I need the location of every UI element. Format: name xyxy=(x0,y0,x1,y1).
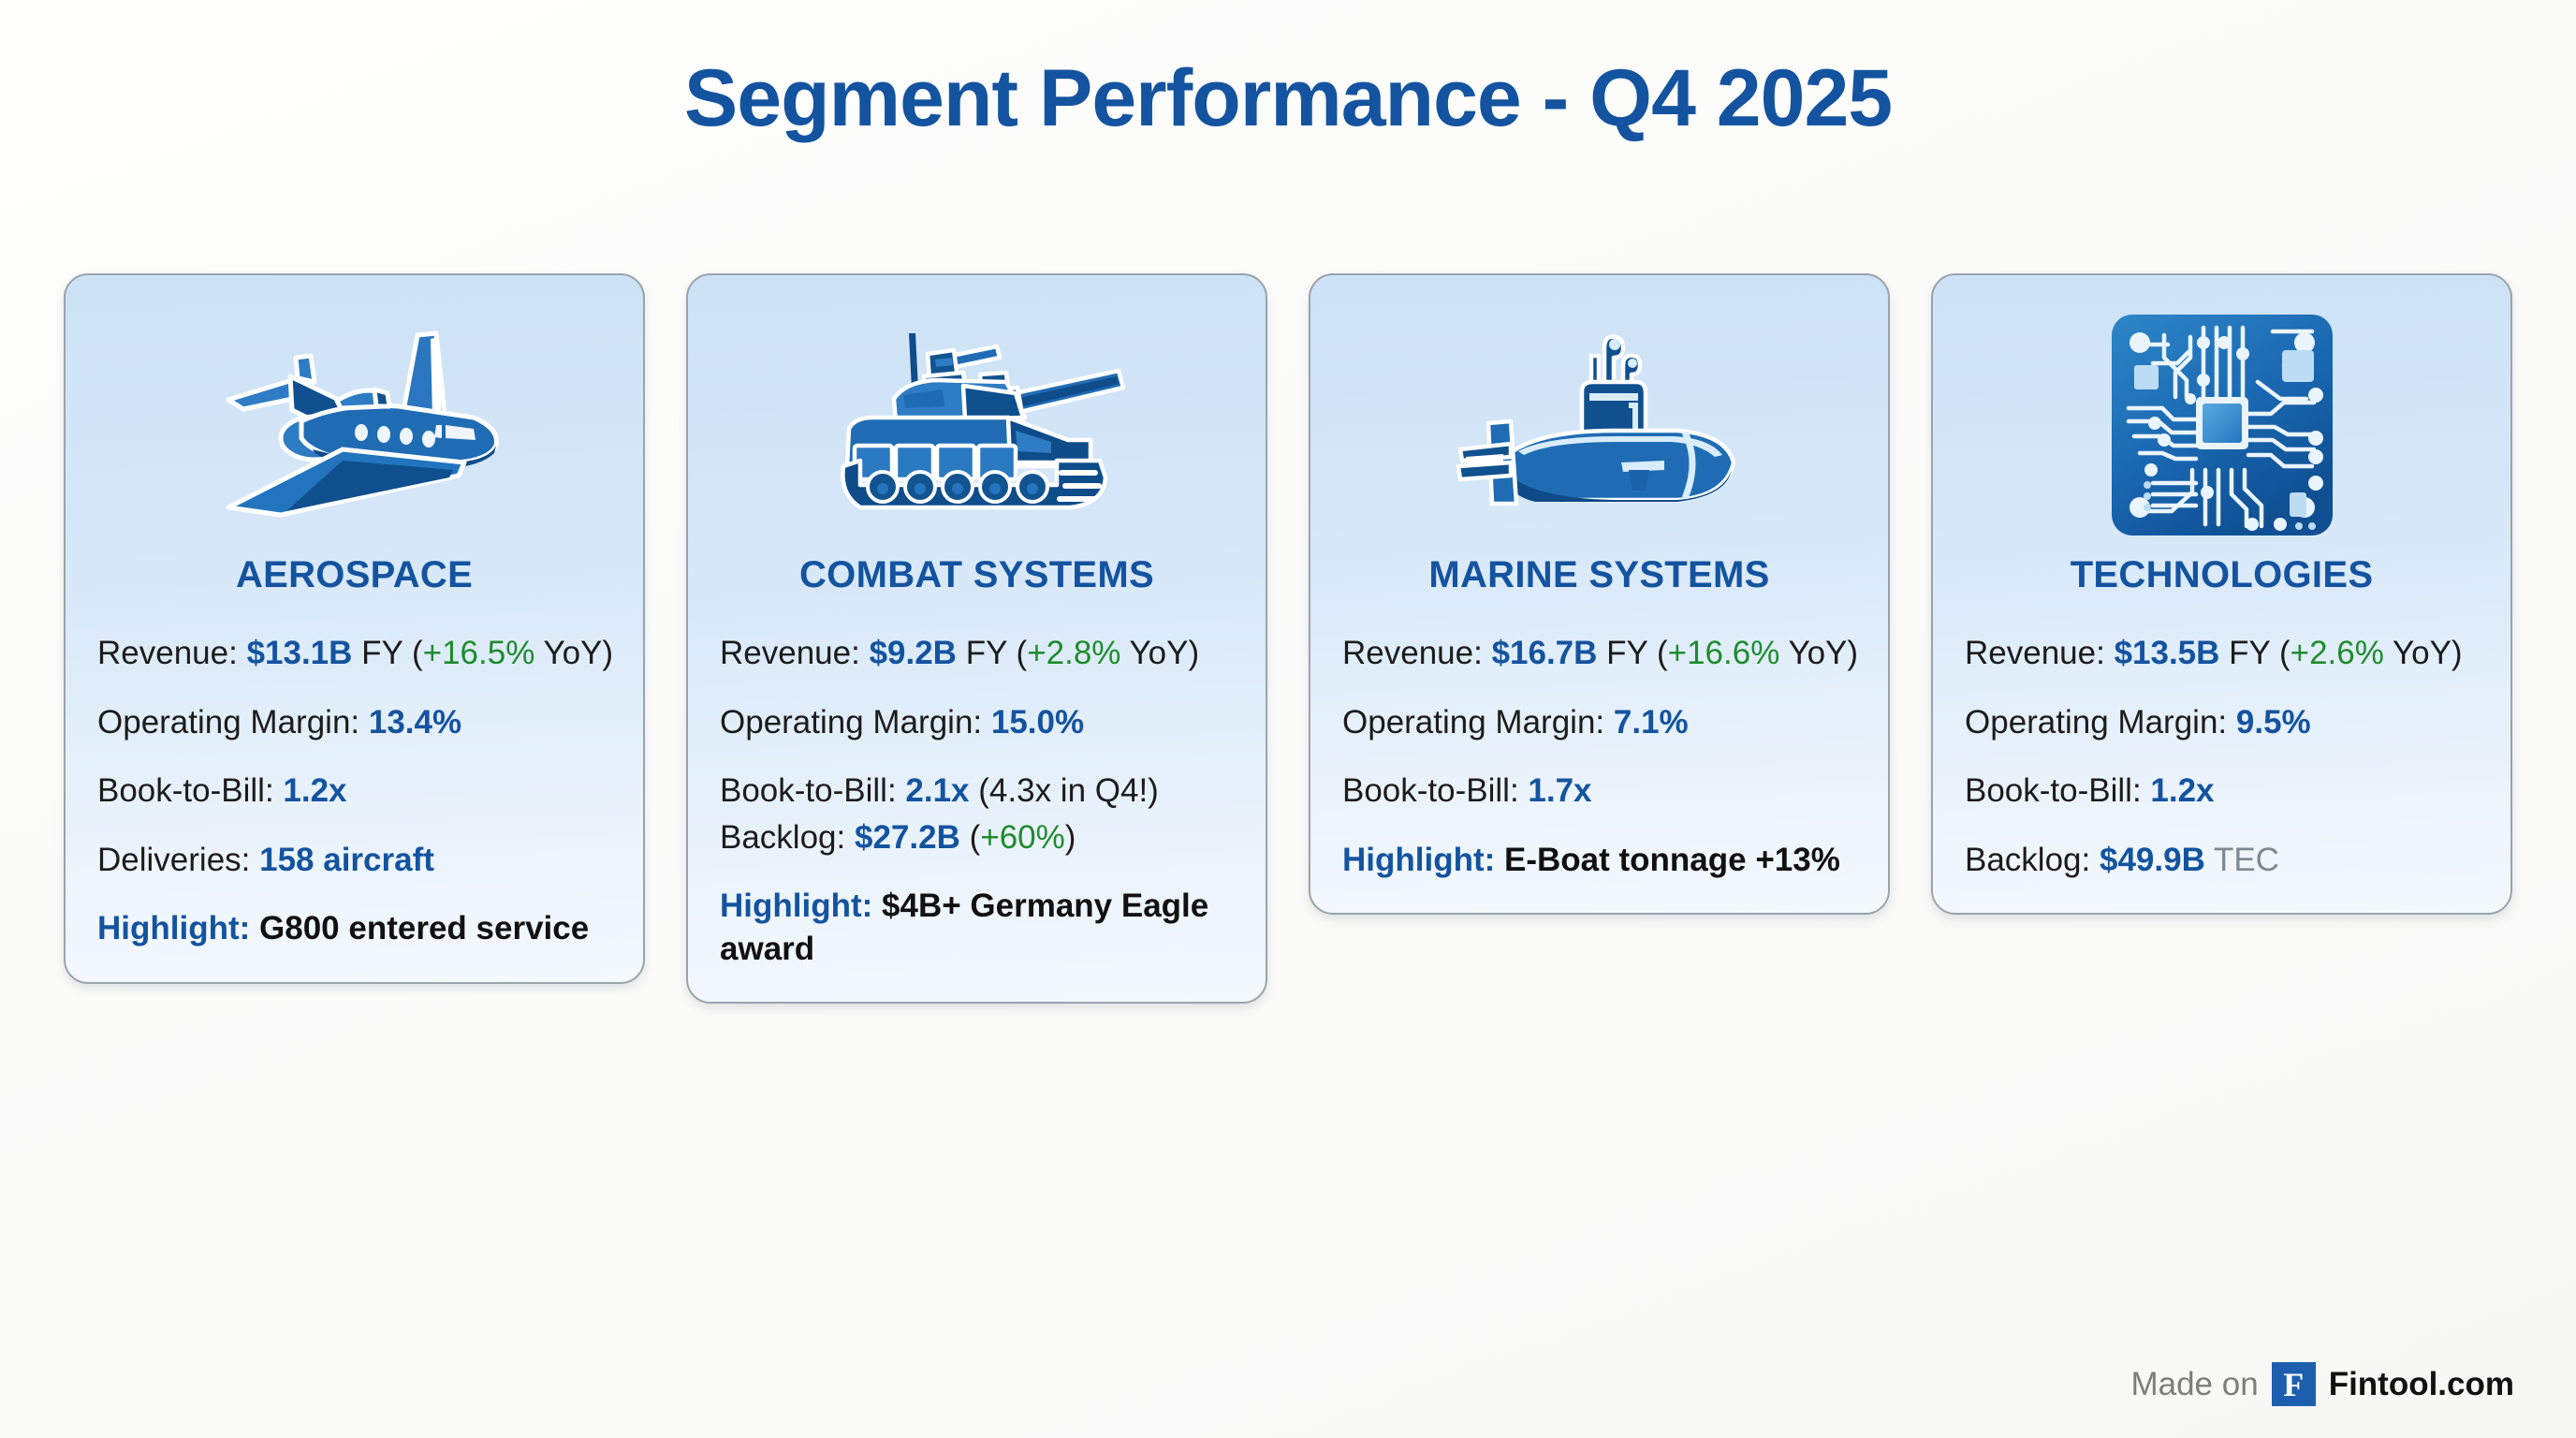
stat-value: 15.0% xyxy=(990,703,1085,741)
yoy-tail: ) xyxy=(1064,818,1076,856)
stat-value: $16.7B xyxy=(1491,635,1598,671)
segment-card-combat-systems[interactable]: COMBAT SYSTEMS Revenue: $9.2B FY (+2.8% … xyxy=(686,273,1267,1004)
stat-value: 1.2x xyxy=(283,772,347,809)
stat-label: Operating Margin: xyxy=(720,703,983,741)
yoy-value: +2.6% xyxy=(2290,635,2384,671)
stat-label: Deliveries: xyxy=(97,841,251,878)
stat-book-to-bill: Book-to-Bill: 1.2x xyxy=(97,770,617,813)
highlight-label: Highlight: xyxy=(97,910,251,946)
stat-label: Revenue: xyxy=(1342,635,1483,671)
yoy-open: ( xyxy=(412,635,423,671)
segment-card-marine-systems[interactable]: MARINE SYSTEMS Revenue: $16.7B FY (+16.6… xyxy=(1309,273,1890,915)
stat-revenue: Revenue: $9.2B FY (+2.8% YoY) xyxy=(720,632,1239,675)
yoy-open: ( xyxy=(1657,635,1668,671)
battle-tank-icon xyxy=(714,300,1239,550)
stat-highlight: Highlight: $4B+ Germany Eagle award xyxy=(720,885,1239,970)
stat-highlight: Highlight: E-Boat tonnage +13% xyxy=(1342,839,1862,882)
footer-brand-name: Fintool.com xyxy=(2328,1365,2514,1402)
stat-operating-margin: Operating Margin: 15.0% xyxy=(720,701,1239,744)
stat-revenue: Revenue: $16.7B FY (+16.6% YoY) xyxy=(1342,632,1862,675)
stat-value: $9.2B xyxy=(869,635,957,671)
stat-suffix: FY xyxy=(1606,635,1648,671)
stat-label: Backlog: xyxy=(720,818,846,856)
stat-label: Operating Margin: xyxy=(1965,703,2228,741)
card-heading: AEROSPACE xyxy=(235,554,474,595)
fintool-logo-icon: F xyxy=(2271,1362,2316,1406)
stat-label: Book-to-Bill: xyxy=(720,772,897,809)
stat-value: 1.2x xyxy=(2150,772,2215,809)
stat-backlog: Backlog: $27.2B (+60%) xyxy=(720,816,1239,859)
card-body: Revenue: $13.5B FY (+2.6% YoY) Operating… xyxy=(1959,632,2484,881)
stat-operating-margin: Operating Margin: 9.5% xyxy=(1965,701,2484,744)
stat-label: Operating Margin: xyxy=(1342,703,1605,741)
yoy-tail: YoY) xyxy=(1129,635,1200,671)
card-body: Revenue: $16.7B FY (+16.6% YoY) Operatin… xyxy=(1337,632,1862,881)
highlight-text: E-Boat tonnage +13% xyxy=(1504,841,1840,878)
card-heading: COMBAT SYSTEMS xyxy=(798,554,1155,595)
yoy-tail: YoY) xyxy=(543,635,614,671)
segment-card-aerospace[interactable]: AEROSPACE Revenue: $13.1B FY (+16.5% YoY… xyxy=(64,273,645,984)
highlight-label: Highlight: xyxy=(1342,841,1496,878)
stat-value: 7.1% xyxy=(1613,703,1689,741)
yoy-tail: YoY) xyxy=(2392,635,2463,671)
stat-revenue: Revenue: $13.1B FY (+16.5% YoY) xyxy=(97,632,617,675)
yoy-open: ( xyxy=(2279,635,2291,671)
stat-label: Backlog: xyxy=(1965,841,2091,878)
yoy-value: +60% xyxy=(980,818,1065,856)
stat-label: Book-to-Bill: xyxy=(1965,772,2142,809)
stat-suffix: FY xyxy=(361,635,403,671)
stat-value: 9.5% xyxy=(2235,703,2311,741)
card-heading: MARINE SYSTEMS xyxy=(1428,554,1770,595)
segment-card-grid: AEROSPACE Revenue: $13.1B FY (+16.5% YoY… xyxy=(64,273,2512,1004)
yoy-value: +16.6% xyxy=(1667,635,1780,671)
business-jet-icon xyxy=(92,300,617,550)
stat-label: Book-to-Bill: xyxy=(1342,772,1519,809)
stat-highlight: Highlight: G800 entered service xyxy=(97,907,617,950)
stat-muted-suffix: TEC xyxy=(2213,841,2279,878)
submarine-icon xyxy=(1337,300,1862,550)
stat-value: $49.9B xyxy=(2099,841,2205,878)
stat-note: (4.3x in Q4!) xyxy=(978,772,1159,809)
stat-book-to-bill: Book-to-Bill: 1.2x xyxy=(1965,770,2484,813)
yoy-open: ( xyxy=(969,818,981,856)
stat-value: 2.1x xyxy=(905,772,970,809)
stat-label: Revenue: xyxy=(1965,635,2105,671)
stat-suffix: FY xyxy=(2229,635,2271,671)
stat-label: Revenue: xyxy=(720,635,860,671)
page-title: Segment Performance - Q4 2025 xyxy=(683,53,1893,143)
stat-deliveries: Deliveries: 158 aircraft xyxy=(97,839,617,882)
stat-backlog: Backlog: $49.9B TEC xyxy=(1965,839,2484,882)
yoy-value: +16.5% xyxy=(422,635,535,671)
stat-operating-margin: Operating Margin: 7.1% xyxy=(1342,701,1862,744)
highlight-text: $4B+ Germany Eagle award xyxy=(720,888,1209,967)
footer-attribution[interactable]: Made on F Fintool.com xyxy=(2130,1362,2514,1406)
stat-value: $13.1B xyxy=(246,635,353,671)
yoy-open: ( xyxy=(1016,635,1028,671)
yoy-value: +2.8% xyxy=(1027,635,1121,671)
stat-operating-margin: Operating Margin: 13.4% xyxy=(97,701,617,744)
stat-label: Book-to-Bill: xyxy=(97,772,274,809)
footer-made-on-label: Made on xyxy=(2130,1365,2259,1402)
highlight-label: Highlight: xyxy=(720,888,873,924)
stat-suffix: FY xyxy=(965,635,1007,671)
stat-value: 13.4% xyxy=(368,703,462,741)
stat-value: 158 aircraft xyxy=(259,841,434,878)
card-heading: TECHNOLOGIES xyxy=(2070,554,2374,595)
stat-label: Revenue: xyxy=(97,635,238,671)
stat-book-to-bill: Book-to-Bill: 1.7x xyxy=(1342,770,1862,813)
card-body: Revenue: $13.1B FY (+16.5% YoY) Operatin… xyxy=(92,632,617,950)
highlight-text: G800 entered service xyxy=(259,910,590,946)
stat-value: $13.5B xyxy=(2114,635,2220,671)
stat-label: Operating Margin: xyxy=(97,703,360,741)
stat-value: 1.7x xyxy=(1528,772,1592,809)
circuit-board-icon xyxy=(1959,300,2484,550)
stat-book-to-bill: Book-to-Bill: 2.1x (4.3x in Q4!) xyxy=(720,770,1239,813)
yoy-tail: YoY) xyxy=(1788,635,1859,671)
card-body: Revenue: $9.2B FY (+2.8% YoY) Operating … xyxy=(714,632,1239,970)
segment-card-technologies[interactable]: TECHNOLOGIES Revenue: $13.5B FY (+2.6% Y… xyxy=(1931,273,2512,915)
stat-revenue: Revenue: $13.5B FY (+2.6% YoY) xyxy=(1965,632,2484,675)
stat-value: $27.2B xyxy=(854,818,960,856)
